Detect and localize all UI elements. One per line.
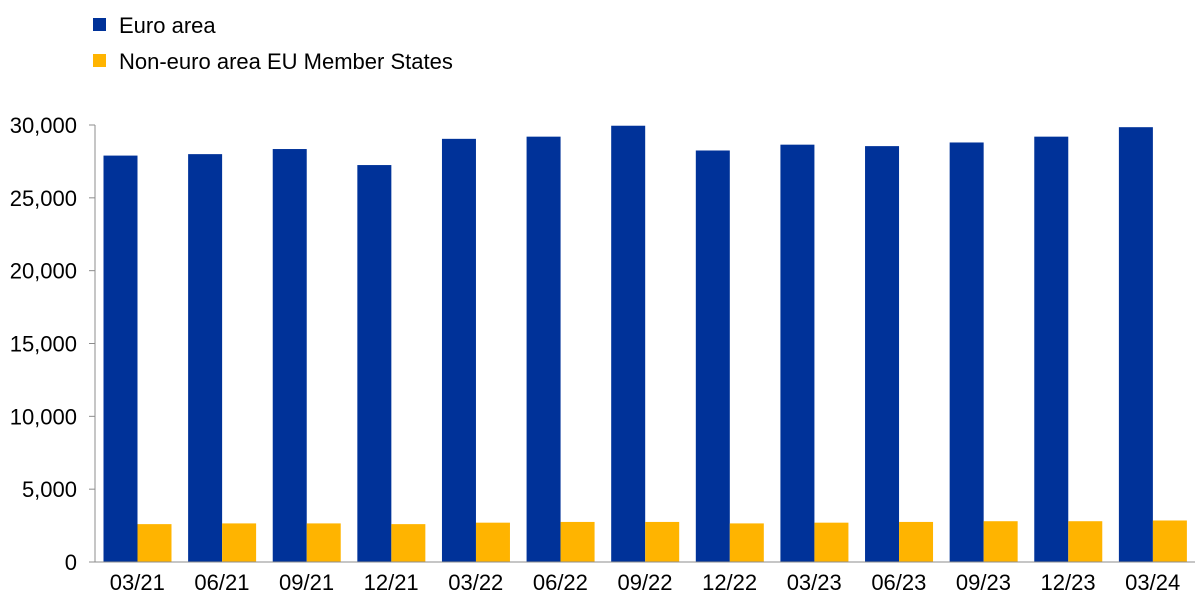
bar-euro-area-4 xyxy=(441,138,476,563)
x-tick-label: 06/23 xyxy=(871,570,926,595)
bar-euro-area-8 xyxy=(780,144,815,563)
bar-euro-area-9 xyxy=(865,146,900,562)
bar-non-euro-area-2 xyxy=(306,523,341,562)
y-tick-label: 30,000 xyxy=(10,113,77,138)
y-tick-label: 0 xyxy=(65,550,77,575)
bar-non-euro-area-0 xyxy=(137,524,172,562)
x-tick-label: 03/21 xyxy=(110,570,165,595)
legend-swatch-1 xyxy=(93,54,106,67)
x-tick-label: 03/23 xyxy=(787,570,842,595)
y-axis: 0 5,000 10,000 15,000 20,000 25,000 30,000 xyxy=(10,113,96,575)
bar-euro-area-10 xyxy=(949,142,984,563)
x-tick-label: 12/23 xyxy=(1041,570,1096,595)
bar-non-euro-area-9 xyxy=(899,521,934,562)
bar-euro-area-1 xyxy=(188,154,223,562)
x-axis: 03/21 06/21 09/21 12/21 03/22 06/22 09/22 12/22… xyxy=(95,561,1195,595)
legend-label-1: Non-euro area EU Member States xyxy=(119,49,453,74)
x-tick-label: 09/23 xyxy=(956,570,1011,595)
bar-non-euro-area-8 xyxy=(814,522,849,562)
bar-non-euro-area-6 xyxy=(645,521,680,562)
y-tick-label: 25,000 xyxy=(10,186,77,211)
bar-non-euro-area-4 xyxy=(475,522,510,562)
bar-euro-area-6 xyxy=(611,125,646,562)
bar-non-euro-area-5 xyxy=(560,521,595,562)
bar-euro-area-0 xyxy=(103,155,138,562)
bar-euro-area-11 xyxy=(1034,136,1069,563)
bar-non-euro-area-11 xyxy=(1068,521,1103,562)
legend: Euro area Non-euro area EU Member States xyxy=(93,13,453,74)
bar-euro-area-12 xyxy=(1118,127,1153,562)
bars xyxy=(103,125,1187,563)
bar-non-euro-area-12 xyxy=(1152,520,1187,562)
bar-non-euro-area-10 xyxy=(983,521,1018,562)
x-tick-label: 06/22 xyxy=(533,570,588,595)
bar-euro-area-7 xyxy=(695,150,730,562)
y-tick-label: 15,000 xyxy=(10,332,77,357)
x-tick-label: 12/21 xyxy=(364,570,419,595)
bar-euro-area-2 xyxy=(272,149,307,562)
bar-non-euro-area-1 xyxy=(222,523,257,562)
y-tick-label: 20,000 xyxy=(10,259,77,284)
x-tick-label: 12/22 xyxy=(702,570,757,595)
x-tick-label: 09/22 xyxy=(617,570,672,595)
x-tick-label: 09/21 xyxy=(279,570,334,595)
bar-euro-area-5 xyxy=(526,136,561,563)
y-tick-label: 10,000 xyxy=(10,404,77,429)
x-tick-label: 03/24 xyxy=(1125,570,1180,595)
bar-non-euro-area-3 xyxy=(391,524,426,562)
legend-label-0: Euro area xyxy=(119,13,216,38)
bar-euro-area-3 xyxy=(357,165,392,562)
x-tick-label: 03/22 xyxy=(448,570,503,595)
bar-non-euro-area-7 xyxy=(729,523,764,562)
x-tick-label: 06/21 xyxy=(194,570,249,595)
y-tick-label: 5,000 xyxy=(22,477,77,502)
legend-swatch-0 xyxy=(93,18,106,31)
